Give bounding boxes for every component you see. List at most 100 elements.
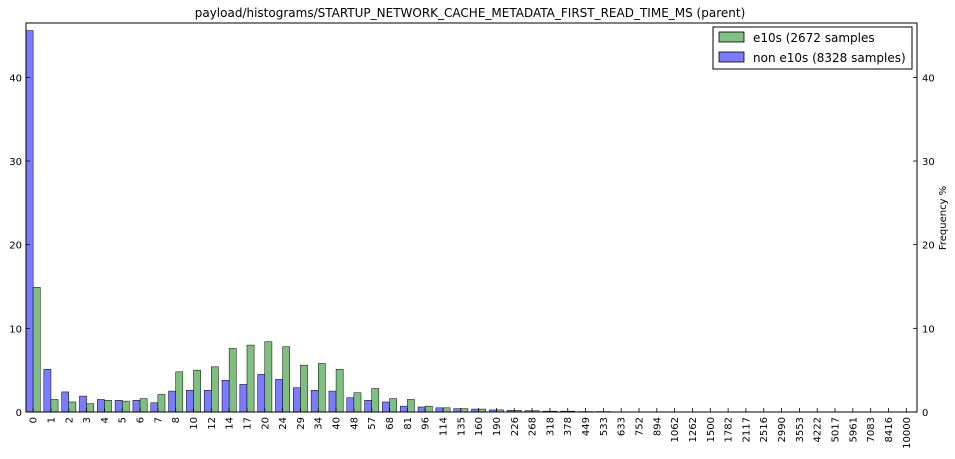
x-tick-label: 3: [82, 417, 93, 423]
bar-non-e10s-81: [400, 406, 407, 412]
x-tick-label: 81: [403, 417, 414, 430]
x-tick-label: 1262: [688, 417, 699, 442]
x-tick-label: 8416: [884, 417, 895, 442]
bar-non-e10s-5: [115, 400, 122, 412]
x-tick-label: 24: [278, 417, 289, 430]
y-tick-label-left: 0: [16, 408, 22, 419]
x-tick-label: 14: [225, 417, 236, 430]
bar-e10s-40: [336, 369, 343, 412]
x-tick-label: 2990: [777, 417, 788, 442]
plot-frame: [26, 23, 917, 412]
x-tick-label: 3553: [795, 417, 806, 442]
bar-non-e10s-17: [240, 384, 247, 412]
x-tick-label: 633: [617, 417, 628, 436]
bar-e10s-114: [443, 408, 450, 412]
x-tick-label: 10: [189, 417, 200, 430]
x-tick-label: 4222: [813, 417, 824, 442]
bar-e10s-24: [283, 347, 290, 412]
y-tick-label-right: 40: [922, 73, 935, 84]
x-tick-label: 533: [599, 417, 610, 436]
y-axis-title: Frequency %: [938, 186, 949, 250]
x-tick-label: 29: [296, 417, 307, 430]
x-tick-label: 17: [242, 417, 253, 430]
x-tick-label: 160: [474, 417, 485, 436]
x-tick-label: 8: [171, 417, 182, 423]
bar-e10s-12: [211, 367, 218, 412]
x-tick-label: 226: [510, 417, 521, 436]
x-tick-label: 2: [64, 417, 75, 423]
legend-swatch-non-e10s: [719, 52, 744, 62]
x-tick-label: 114: [438, 417, 449, 436]
x-tick-label: 48: [349, 417, 360, 430]
bar-e10s-10: [194, 370, 201, 412]
bar-e10s-34: [318, 363, 325, 412]
bar-non-e10s-10: [186, 390, 193, 412]
x-tick-label: 96: [421, 417, 432, 430]
x-tick-label: 318: [545, 417, 556, 436]
legend-label-e10s: e10s (2672 samples: [753, 31, 875, 45]
bars-layer: [26, 31, 628, 412]
x-tick-label: 34: [314, 417, 325, 430]
x-tick-label: 68: [385, 417, 396, 430]
bar-e10s-3: [87, 404, 94, 412]
bar-e10s-8: [176, 372, 183, 412]
bar-non-e10s-3: [79, 396, 86, 412]
bar-e10s-14: [229, 348, 236, 412]
bar-non-e10s-4: [97, 399, 104, 412]
bar-non-e10s-6: [133, 400, 140, 412]
x-tick-label: 268: [528, 417, 539, 436]
bar-non-e10s-12: [204, 390, 211, 412]
bar-e10s-7: [158, 394, 165, 412]
bar-e10s-20: [265, 342, 272, 412]
bar-e10s-68: [390, 399, 397, 412]
bar-non-e10s-8: [169, 391, 176, 412]
bar-e10s-48: [354, 393, 361, 412]
x-tick-label: 1782: [724, 417, 735, 442]
bar-e10s-96: [425, 406, 432, 412]
bar-e10s-2: [69, 402, 76, 412]
legend-swatch-e10s: [719, 32, 744, 42]
bar-non-e10s-24: [275, 379, 282, 412]
y-tick-label-right: 0: [922, 408, 928, 419]
y-tick-label-right: 20: [922, 241, 935, 252]
x-tick-label: 5961: [848, 417, 859, 442]
bar-e10s-17: [247, 345, 254, 412]
bar-non-e10s-48: [347, 398, 354, 412]
x-tick-label: 378: [563, 417, 574, 436]
legend: e10s (2672 samples non e10s (8328 sample…: [713, 27, 912, 69]
x-tick-label: 449: [581, 417, 592, 436]
chart-title: payload/histograms/STARTUP_NETWORK_CACHE…: [195, 6, 746, 20]
bar-non-e10s-68: [382, 402, 389, 412]
x-tick-label: 7083: [866, 417, 877, 442]
x-tick-label: 12: [207, 417, 218, 430]
bar-e10s-1: [51, 399, 58, 412]
x-tick-label: 5: [118, 417, 129, 423]
x-tick-label: 4: [100, 417, 111, 423]
bar-non-e10s-114: [436, 408, 443, 412]
bar-non-e10s-1: [44, 369, 51, 412]
x-tick-label: 2117: [741, 417, 752, 442]
bar-non-e10s-57: [365, 400, 372, 412]
bar-non-e10s-20: [258, 374, 265, 412]
x-tick-label: 57: [367, 417, 378, 430]
y-tick-label-right: 30: [922, 157, 935, 168]
x-tick-label: 7: [153, 417, 164, 423]
x-tick-label: 0: [29, 417, 40, 423]
bar-e10s-81: [407, 399, 414, 412]
bar-non-e10s-34: [311, 390, 318, 412]
bar-e10s-57: [372, 389, 379, 412]
x-tick-label: 6: [136, 417, 147, 423]
x-tick-label: 752: [635, 417, 646, 436]
x-tick-label: 10000: [902, 417, 913, 449]
x-tick-label: 1062: [670, 417, 681, 442]
bar-e10s-6: [140, 399, 147, 412]
x-tick-label: 190: [492, 417, 503, 436]
bar-non-e10s-96: [418, 407, 425, 412]
bar-non-e10s-40: [329, 391, 336, 412]
x-tick-label: 20: [260, 417, 271, 430]
bar-non-e10s-2: [62, 392, 69, 412]
x-tick-label: 40: [332, 417, 343, 430]
